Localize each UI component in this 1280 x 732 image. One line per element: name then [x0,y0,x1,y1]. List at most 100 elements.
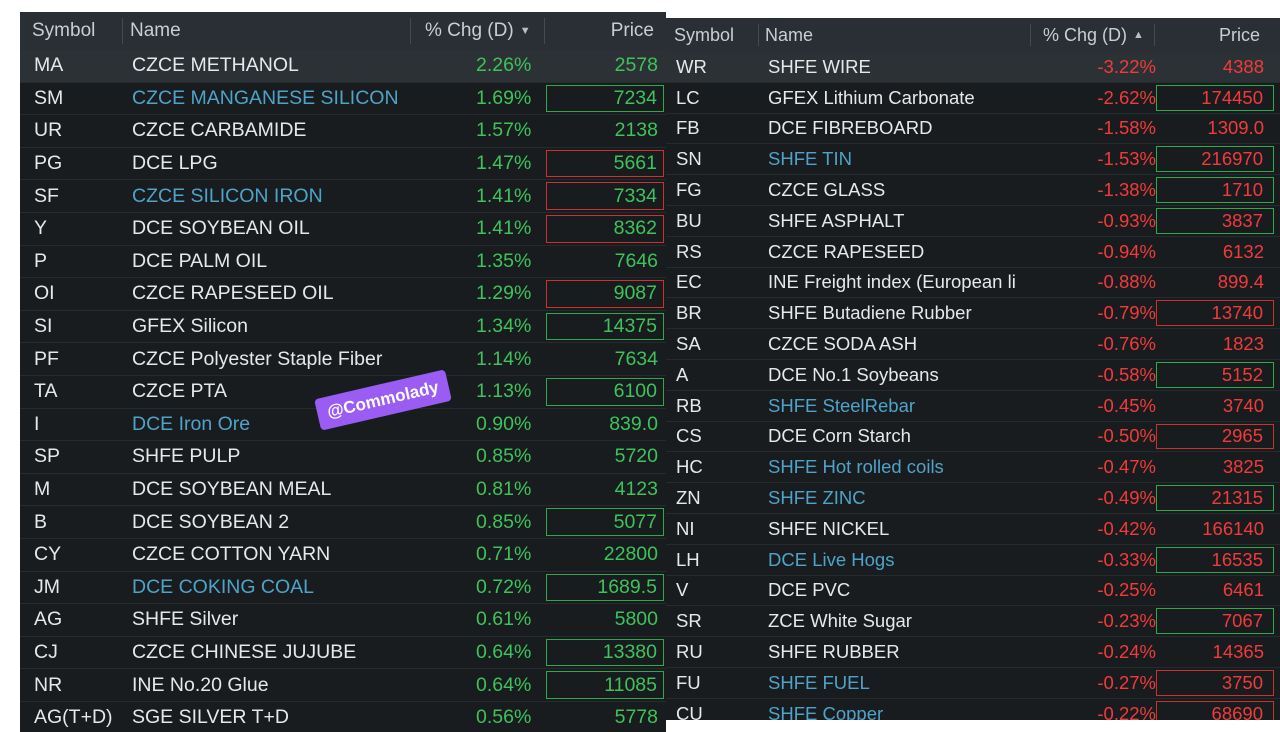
row-change: -0.88% [1084,268,1156,298]
row-name: SHFE SteelRebar [768,391,1030,421]
row-change: -0.24% [1084,637,1156,667]
header-chg[interactable]: % Chg (D) ▲ [1043,18,1144,52]
row-price: 216970 [1156,146,1274,172]
row-name: INE No.20 Glue [132,669,462,701]
row-change: 1.14% [476,343,556,375]
table-row[interactable]: A DCE No.1 Soybeans -0.58% 5152 [666,360,1280,391]
row-symbol: HC [676,452,756,482]
table-row[interactable]: WR SHFE WIRE -3.22% 4388 [666,52,1280,83]
row-symbol: M [34,474,124,506]
table-row[interactable]: NR INE No.20 Glue 0.64% 11085 [20,669,666,702]
table-row[interactable]: PF CZCE Polyester Staple Fiber 1.14% 7634 [20,343,666,376]
table-row[interactable]: PG DCE LPG 1.47% 5661 [20,148,666,181]
row-symbol: Y [34,213,124,245]
table-row[interactable]: SF CZCE SILICON IRON 1.41% 7334 [20,180,666,213]
table-row[interactable]: BR SHFE Butadiene Rubber -0.79% 13740 [666,298,1280,329]
gainers-table-body: MA CZCE METHANOL 2.26% 2578 SM CZCE MANGANESE… [20,50,666,732]
table-row[interactable]: M DCE SOYBEAN MEAL 0.81% 4123 [20,474,666,507]
table-row[interactable]: NI SHFE NICKEL -0.42% 166140 [666,514,1280,545]
table-row[interactable]: SA CZCE SODA ASH -0.76% 1823 [666,329,1280,360]
table-row[interactable]: AG SHFE Silver 0.61% 5800 [20,604,666,637]
table-row[interactable]: HC SHFE Hot rolled coils -0.47% 3825 [666,452,1280,483]
row-name: DCE SOYBEAN 2 [132,506,462,538]
row-change: 1.34% [476,311,556,343]
row-symbol: LH [676,545,756,575]
table-row[interactable]: RU SHFE RUBBER -0.24% 14365 [666,637,1280,668]
row-price: 68690 [1156,701,1274,720]
header-price[interactable]: Price [1219,18,1260,52]
header-price[interactable]: Price [611,12,654,50]
table-row[interactable]: BU SHFE ASPHALT -0.93% 3837 [666,206,1280,237]
table-row[interactable]: LC GFEX Lithium Carbonate -2.62% 174450 [666,83,1280,114]
table-row[interactable]: SI GFEX Silicon 1.34% 14375 [20,311,666,344]
row-price: 3825 [1156,454,1274,480]
table-row[interactable]: UR CZCE CARBAMIDE 1.57% 2138 [20,115,666,148]
row-name: SHFE Copper [768,699,1030,720]
table-row[interactable]: SP SHFE PULP 0.85% 5720 [20,441,666,474]
row-symbol: RS [676,237,756,267]
table-row[interactable]: JM DCE COKING COAL 0.72% 1689.5 [20,572,666,605]
row-price: 7067 [1156,608,1274,634]
table-row[interactable]: SR ZCE White Sugar -0.23% 7067 [666,606,1280,637]
table-row[interactable]: Y DCE SOYBEAN OIL 1.41% 8362 [20,213,666,246]
table-row[interactable]: CJ CZCE CHINESE JUJUBE 0.64% 13380 [20,637,666,670]
table-row[interactable]: SN SHFE TIN -1.53% 216970 [666,144,1280,175]
table-row[interactable]: FG CZCE GLASS -1.38% 1710 [666,175,1280,206]
row-price: 11085 [546,671,664,699]
row-symbol: LC [676,83,756,113]
row-symbol: JM [34,572,124,604]
header-symbol[interactable]: Symbol [674,18,734,52]
table-row[interactable]: B DCE SOYBEAN 2 0.85% 5077 [20,506,666,539]
table-row[interactable]: RS CZCE RAPESEED -0.94% 6132 [666,237,1280,268]
row-symbol: PF [34,343,124,375]
table-row[interactable]: FB DCE FIBREBOARD -1.58% 1309.0 [666,114,1280,145]
table-row[interactable]: CY CZCE COTTON YARN 0.71% 22800 [20,539,666,572]
row-price: 1710 [1156,177,1274,203]
row-price: 1823 [1156,331,1274,357]
table-row[interactable]: MA CZCE METHANOL 2.26% 2578 [20,50,666,83]
table-row[interactable]: ZN SHFE ZINC -0.49% 21315 [666,483,1280,514]
row-name: DCE Live Hogs [768,545,1030,575]
row-name: DCE LPG [132,148,462,180]
header-name[interactable]: Name [130,12,181,50]
row-change: -0.23% [1084,606,1156,636]
table-row[interactable]: RB SHFE SteelRebar -0.45% 3740 [666,391,1280,422]
table-row[interactable]: OI CZCE RAPESEED OIL 1.29% 9087 [20,278,666,311]
row-symbol: PG [34,148,124,180]
row-change: -0.79% [1084,298,1156,328]
table-row[interactable]: CU SHFE Copper -0.22% 68690 [666,699,1280,720]
row-price: 7334 [546,182,664,210]
table-row[interactable]: CS DCE Corn Starch -0.50% 2965 [666,422,1280,453]
header-name[interactable]: Name [765,18,813,52]
row-symbol: SA [676,329,756,359]
row-price: 4123 [546,476,664,504]
row-name: CZCE SODA ASH [768,329,1030,359]
header-symbol[interactable]: Symbol [32,12,95,50]
row-name: SHFE Hot rolled coils [768,452,1030,482]
header-chg[interactable]: % Chg (D) ▼ [425,12,531,50]
table-row[interactable]: V DCE PVC -0.25% 6461 [666,576,1280,607]
row-name: DCE COKING COAL [132,572,462,604]
row-symbol: ZN [676,483,756,513]
table-row[interactable]: AG(T+D) SGE SILVER T+D 0.56% 5778 [20,702,666,732]
row-symbol: RB [676,391,756,421]
row-change: -2.62% [1084,83,1156,113]
table-row[interactable]: EC INE Freight index (European li -0.88% 89… [666,268,1280,299]
gainers-panel: Symbol Name % Chg (D) ▼ Price MA CZCE MET… [20,12,666,732]
header-chg-label: % Chg (D) [1043,18,1127,52]
table-row[interactable]: FU SHFE FUEL -0.27% 3750 [666,668,1280,699]
table-row[interactable]: SM CZCE MANGANESE SILICON 1.69% 7234 [20,83,666,116]
row-change: -1.58% [1084,114,1156,144]
row-symbol: AG(T+D) [34,702,124,732]
row-price: 14365 [1156,639,1274,665]
row-price: 174450 [1156,85,1274,111]
row-change: 1.57% [476,115,556,147]
table-row[interactable]: P DCE PALM OIL 1.35% 7646 [20,246,666,279]
row-price: 6132 [1156,239,1274,265]
row-price: 2578 [546,52,664,80]
row-change: 1.69% [476,83,556,115]
row-price: 3837 [1156,208,1274,234]
table-row[interactable]: LH DCE Live Hogs -0.33% 16535 [666,545,1280,576]
row-change: -0.50% [1084,422,1156,452]
row-name: GFEX Silicon [132,311,462,343]
